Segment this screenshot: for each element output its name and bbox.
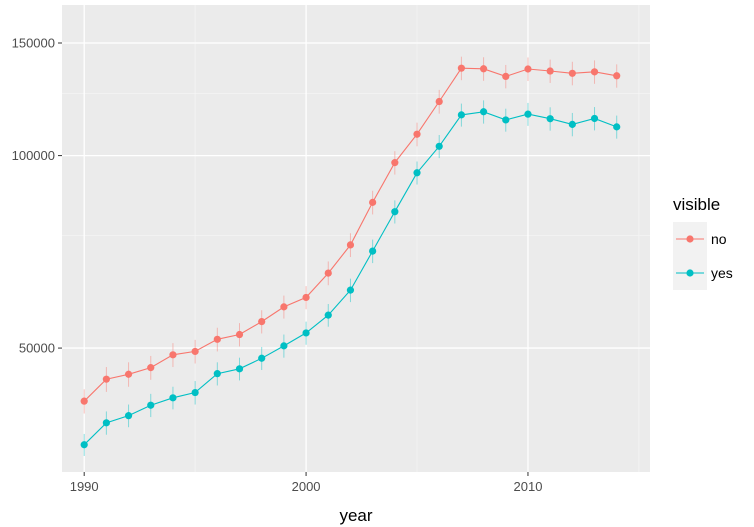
series-points — [80, 64, 621, 449]
data-point-yes — [169, 394, 177, 402]
data-point-yes — [346, 286, 355, 294]
data-point-no — [102, 375, 110, 383]
data-point-yes — [280, 342, 288, 350]
data-point-yes — [80, 441, 88, 449]
data-point-no — [546, 67, 554, 75]
data-point-yes — [435, 142, 443, 150]
data-point-no — [391, 159, 399, 167]
data-point-no — [235, 330, 244, 339]
data-point-no — [302, 293, 310, 302]
data-point-no — [413, 130, 421, 138]
legend-label-no: no — [711, 231, 727, 247]
data-point-yes — [302, 329, 310, 337]
data-point-yes — [124, 412, 133, 420]
x-tick-label: 2010 — [514, 479, 543, 494]
data-point-no — [568, 69, 576, 77]
data-point-no — [191, 347, 199, 356]
data-point-yes — [191, 388, 199, 397]
x-tick-label: 2000 — [292, 479, 321, 494]
data-point-yes — [613, 123, 621, 131]
data-point-yes — [213, 370, 221, 378]
data-point-no — [80, 397, 88, 405]
data-point-yes — [391, 208, 399, 216]
data-point-no — [169, 351, 177, 359]
data-point-no — [280, 303, 288, 311]
data-point-yes — [479, 108, 488, 116]
data-point-yes — [457, 111, 465, 119]
data-point-no — [324, 269, 332, 277]
y-tick-label: 100000 — [12, 148, 55, 163]
x-axis-title: year — [339, 506, 372, 525]
data-point-no — [613, 72, 621, 80]
plot-panel — [62, 5, 650, 472]
data-point-yes — [568, 120, 576, 128]
data-point-no — [479, 65, 488, 73]
data-point-no — [457, 64, 465, 72]
data-point-yes — [413, 169, 421, 177]
data-point-yes — [590, 114, 599, 123]
legend-key-point-yes — [686, 269, 694, 277]
data-point-no — [258, 318, 266, 326]
y-tick-label: 50000 — [19, 341, 55, 356]
legend: visible no yes — [673, 195, 733, 290]
data-point-yes — [324, 311, 332, 319]
data-point-yes — [546, 115, 554, 123]
legend-title: visible — [673, 195, 720, 214]
y-tick-label: 150000 — [12, 36, 55, 51]
major-gridlines — [62, 5, 650, 472]
data-point-yes — [502, 116, 510, 124]
data-point-no — [435, 97, 443, 106]
data-point-no — [346, 241, 355, 249]
data-point-no — [369, 198, 377, 206]
x-tick-label: 1990 — [70, 479, 99, 494]
data-point-yes — [369, 247, 377, 255]
data-point-no — [590, 68, 599, 76]
axes: 1990 2000 2010 50000 100000 150000 — [12, 36, 543, 494]
data-point-yes — [258, 354, 266, 362]
legend-key-point-no — [686, 235, 694, 243]
data-point-no — [524, 65, 532, 73]
data-point-no — [147, 364, 155, 372]
data-point-yes — [102, 419, 110, 427]
legend-label-yes: yes — [711, 265, 733, 281]
data-point-no — [502, 72, 510, 81]
data-point-yes — [524, 110, 532, 118]
data-point-no — [213, 335, 221, 343]
data-point-yes — [235, 365, 244, 373]
data-point-yes — [147, 401, 155, 409]
data-point-no — [124, 370, 133, 378]
